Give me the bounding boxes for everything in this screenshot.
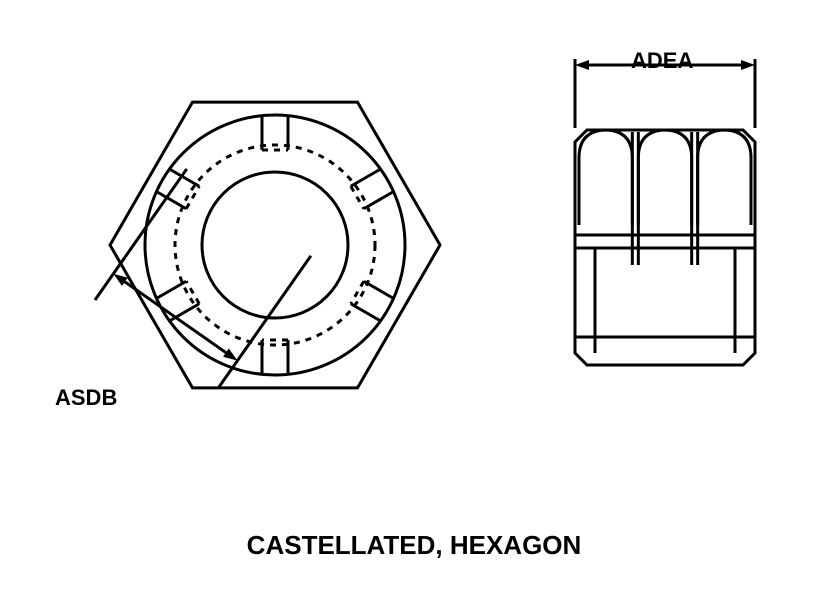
diagram-title: CASTELLATED, HEXAGON [0,530,828,561]
side-view-castellated [575,130,755,365]
label-asdb: ASDB [55,385,117,411]
label-adea: ADEA [631,48,693,74]
top-view-hex-nut [110,102,440,388]
diagram-canvas [0,0,828,599]
